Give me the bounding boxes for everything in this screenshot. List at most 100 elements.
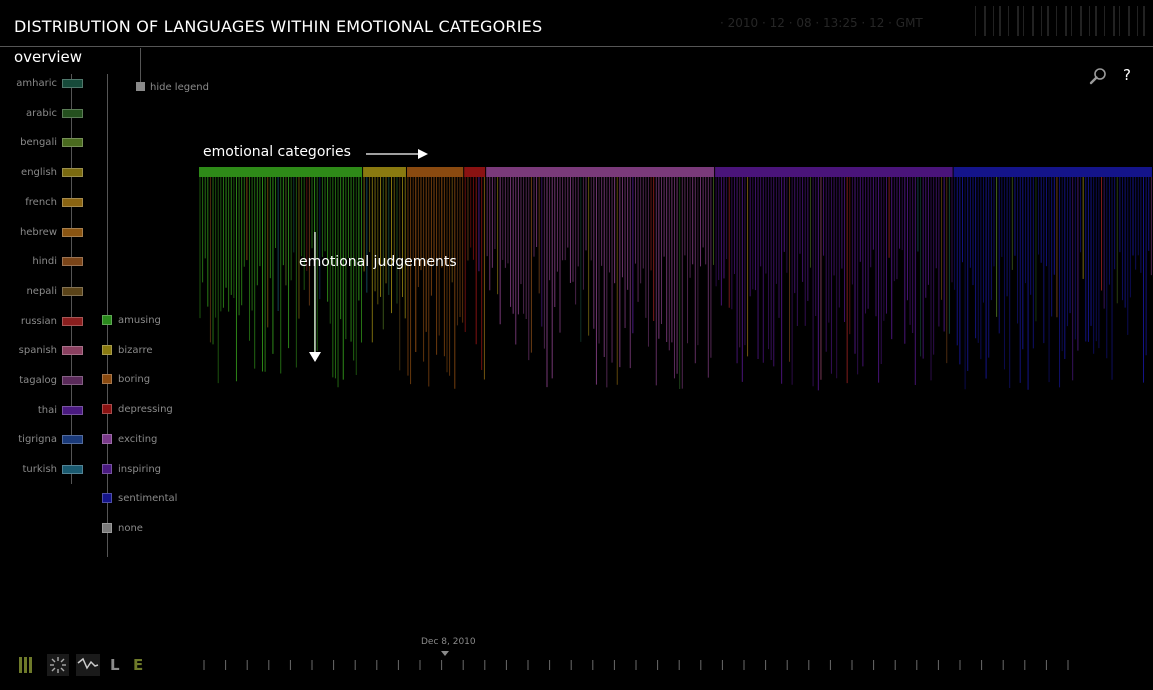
language-label: amharic [16,78,57,89]
emotion-label: inspiring [118,463,162,475]
language-swatch [62,465,83,475]
header-barcode-tick [1032,6,1034,36]
hide-legend-line [140,48,141,82]
language-legend-line [71,74,72,484]
e-button[interactable]: E [133,656,144,674]
header-barcode-tick [999,6,1001,36]
l-button[interactable]: L [110,656,120,674]
language-label: hebrew [19,226,57,238]
search-icon[interactable] [1088,66,1108,86]
emotion-label: exciting [118,433,158,445]
hide-legend-label: hide legend [150,82,209,93]
language-label: russian [20,315,57,327]
emotion-swatch [102,433,112,444]
header-barcode-tick [1047,6,1049,36]
language-label: tigrigna [18,434,57,446]
header-barcode-tick [1065,6,1067,36]
language-item-arabic[interactable]: arabic [0,108,83,120]
header-barcode-tick [1119,6,1120,36]
header-divider [0,46,1153,47]
language-label: french [25,196,57,208]
language-label: bengali [20,137,57,149]
language-label: arabic [26,107,57,119]
header-barcode-tick [1143,6,1145,36]
language-item-hindi[interactable]: hindi [0,256,83,268]
language-label: thai [37,404,57,416]
language-swatch [62,346,83,356]
header-barcode-tick [1008,6,1009,36]
emotion-label: depressing [118,404,173,416]
judgements-annotation: emotional judgements [299,254,457,270]
emotion-swatch [102,522,112,533]
category-band-sentimental [953,167,1152,177]
emotion-label: sentimental [118,493,178,505]
page-title: DISTRIBUTION OF LANGUAGES WITHIN EMOTION… [14,17,543,36]
language-swatch [62,197,83,207]
language-label: tagalog [19,375,57,386]
language-swatch [62,79,83,88]
emotion-swatch [102,374,112,385]
header-barcode-tick [1017,6,1019,36]
language-item-tagalog[interactable]: tagalog [0,375,83,387]
hide-legend-checkbox[interactable] [136,82,145,91]
header-barcode [975,6,1145,36]
category-band-depressing [464,167,486,177]
emotion-swatch [102,463,112,474]
language-label: turkish [22,464,58,476]
category-band-exciting [486,167,715,177]
header-barcode-tick [1128,6,1130,36]
graph-icon[interactable] [76,654,100,676]
language-swatch [62,168,83,178]
language-item-thai[interactable]: thai [0,405,83,417]
header-barcode-tick [1056,6,1057,36]
language-item-turkish[interactable]: turkish [0,464,83,476]
timeline-scale[interactable] [200,658,1080,672]
judgements-arrow-icon [309,232,321,362]
emotion-label: none [118,522,143,534]
emotion-swatch [102,344,112,355]
language-item-french[interactable]: french [0,197,83,209]
language-swatch [62,108,83,118]
emotion-swatch [102,404,112,415]
language-swatch [62,138,83,148]
language-item-english[interactable]: english [0,167,83,179]
language-item-tigrigna[interactable]: tigrigna [0,434,83,446]
header-faint-text: · 2010 · 12 · 08 · 13:25 · 12 · GMT [720,16,923,30]
emotion-swatch [102,493,112,504]
language-item-hebrew[interactable]: hebrew [0,227,83,239]
language-item-russian[interactable]: russian [0,316,83,328]
overview-title[interactable]: overview [14,48,82,66]
header-barcode-tick [1080,6,1082,36]
language-item-spanish[interactable]: spanish [0,345,83,357]
header-barcode-tick [984,6,986,36]
emotion-language-chart[interactable] [0,0,1153,420]
cluster-icon[interactable] [47,654,69,676]
header-barcode-tick [1089,6,1090,36]
language-label: english [21,167,57,179]
timeline-date: Dec 8, 2010 [421,637,476,647]
header-barcode-tick [1041,6,1042,36]
language-swatch [62,405,83,415]
language-item-amharic[interactable]: amharic [0,78,83,90]
timeline-marker-icon[interactable] [441,651,451,657]
emotion-label: boring [118,374,151,386]
emotion-swatch [102,315,112,325]
header-barcode-tick [993,6,994,36]
language-swatch [62,316,83,326]
category-band-bizarre [363,167,406,177]
header-barcode-tick [975,6,976,36]
language-swatch [62,286,83,296]
language-swatch [62,227,83,237]
language-item-bengali[interactable]: bengali [0,137,83,149]
categories-annotation: emotional categories [203,144,351,160]
category-band-amusing [199,167,363,177]
header-barcode-tick [1071,6,1072,36]
language-swatch [62,435,83,445]
language-label: spanish [18,345,57,357]
header-barcode-tick [1104,6,1105,36]
help-button[interactable]: ? [1123,66,1131,84]
header-barcode-tick [1113,6,1115,36]
bars-icon[interactable] [18,656,34,674]
language-item-nepali[interactable]: nepali [0,286,83,298]
header-barcode-tick [1137,6,1138,36]
